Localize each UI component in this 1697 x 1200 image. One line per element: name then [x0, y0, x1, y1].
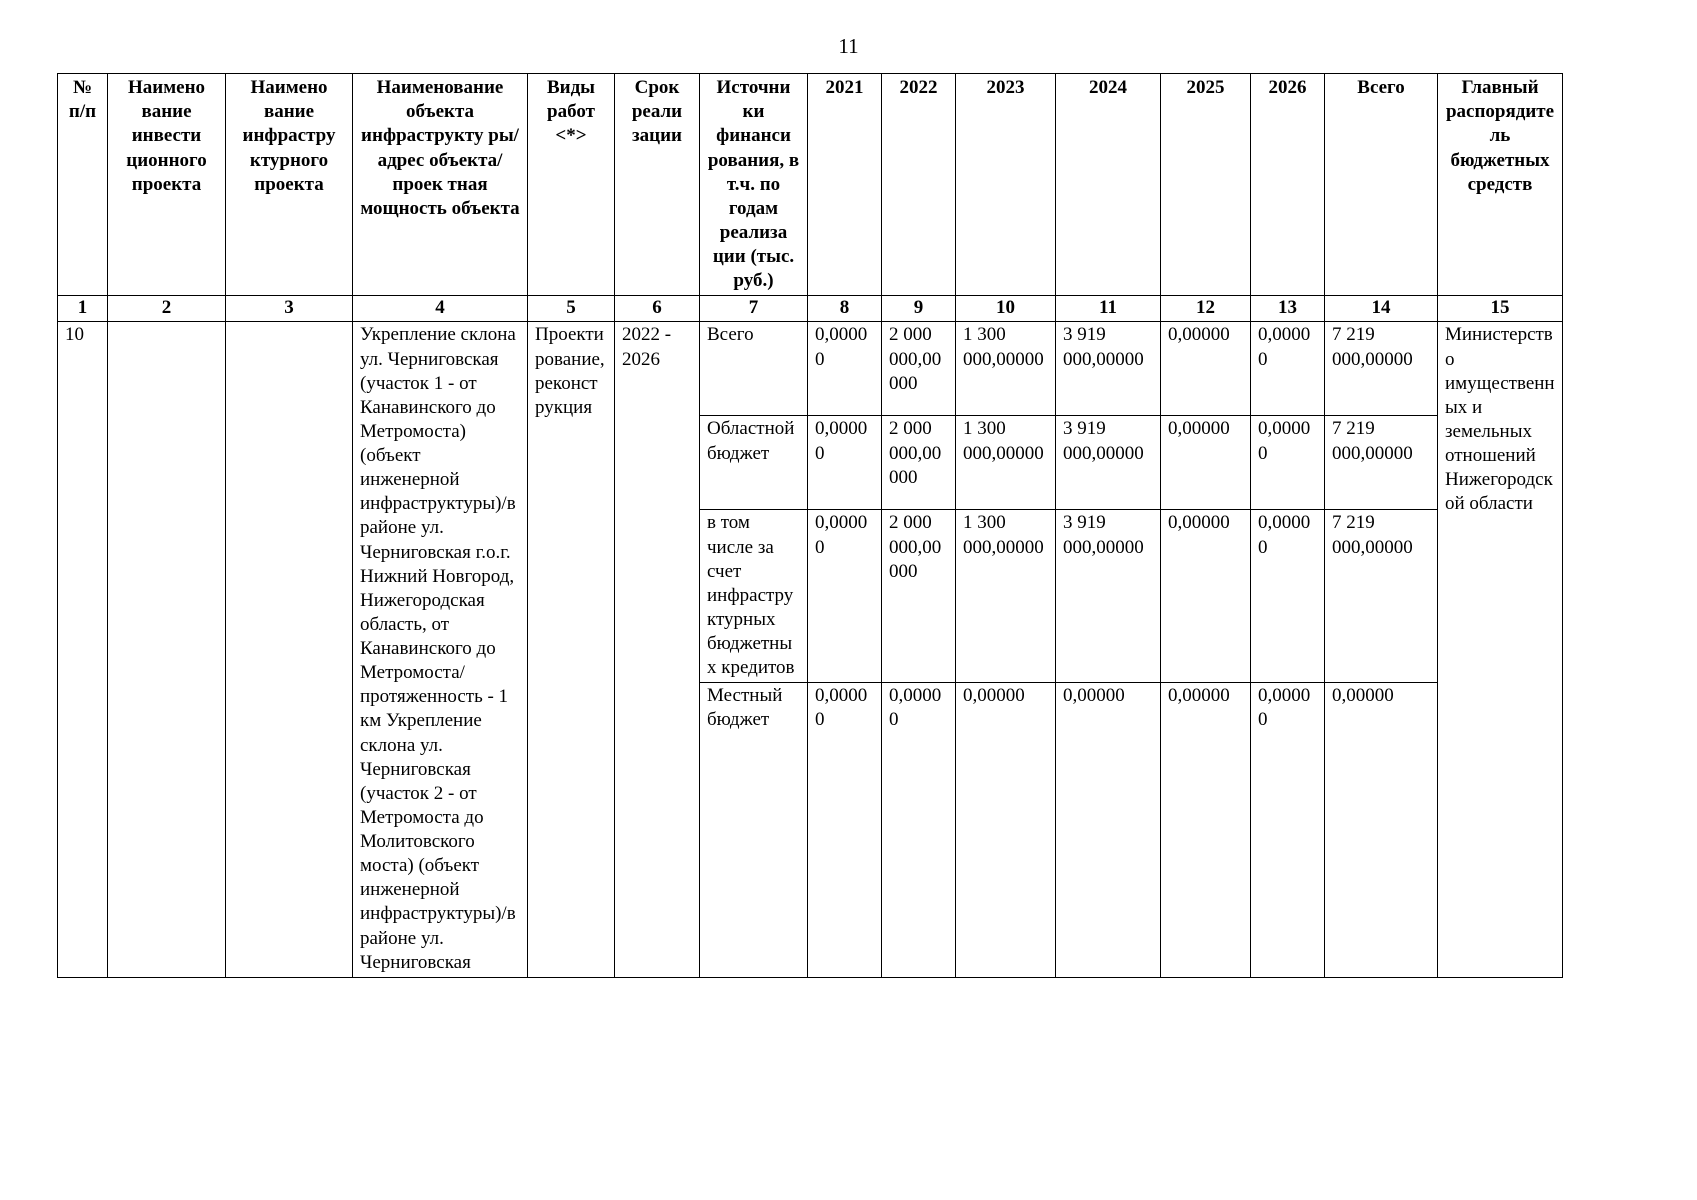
column-number-cell: 9: [881, 295, 956, 323]
header-cell-work-types: Виды работ <*>: [527, 73, 615, 297]
column-number-cell: 4: [352, 295, 528, 323]
funding-source-cell: в том числе за счет инфраструктурных бюд…: [699, 509, 808, 684]
header-cell-funding-sources: Источни ки финанси рования, в т.ч. по го…: [699, 73, 808, 297]
object-name-cell: Укрепление склона ул. Черниговская (учас…: [352, 321, 528, 978]
funding-value-cell: 0,00000: [807, 415, 882, 511]
funding-value-cell: 0,00000: [1324, 682, 1438, 978]
column-number-cell: 8: [807, 295, 882, 323]
header-row: № п/п Наимено вание инвести ционного про…: [57, 73, 1563, 297]
funding-source-cell: Всего: [699, 321, 808, 417]
column-number-cell: 13: [1250, 295, 1325, 323]
administrator-cell: Министерство имущественных и земельных о…: [1437, 321, 1563, 978]
column-number-cell: 12: [1160, 295, 1251, 323]
column-number-cell: 2: [107, 295, 226, 323]
data-row-funding-total: 10 Укрепление склона ул. Черниговская (у…: [57, 321, 1563, 978]
column-number-cell: 15: [1437, 295, 1563, 323]
funding-value-cell: 7 219 000,00000: [1324, 415, 1438, 511]
data-row-funding-oblast: Областной бюджет 0,00000 2 000 000,00000…: [58, 415, 1563, 511]
header-cell-num: № п/п: [57, 73, 108, 297]
funding-value-cell: 0,00000: [807, 509, 882, 684]
header-cell-year-2024: 2024: [1055, 73, 1161, 297]
funding-value-cell: 0,00000: [807, 321, 882, 417]
column-number-cell: 7: [699, 295, 808, 323]
investment-project-cell: [107, 321, 226, 978]
data-row-funding-infrastructure-credits: в том числе за счет инфраструктурных бюд…: [58, 509, 1563, 684]
header-cell-year-2021: 2021: [807, 73, 882, 297]
header-cell-year-2022: 2022: [881, 73, 956, 297]
header-cell-year-2026: 2026: [1250, 73, 1325, 297]
header-cell-investment-project: Наимено вание инвести ционного проекта: [107, 73, 226, 297]
column-number-row: 1 2 3 4 5 6 7 8 9 10 11 12 13 14 15: [57, 295, 1563, 323]
funding-value-cell: 0,00000: [807, 682, 882, 978]
header-cell-total: Всего: [1324, 73, 1438, 297]
column-number-cell: 1: [57, 295, 108, 323]
period-cell: 2022 - 2026: [614, 321, 700, 978]
column-number-cell: 5: [527, 295, 615, 323]
funding-value-cell: 1 300 000,00000: [955, 509, 1056, 684]
work-types-cell: Проектирование, реконструкция: [527, 321, 615, 978]
header-cell-period: Срок реали зации: [614, 73, 700, 297]
funding-value-cell: 2 000 000,00000: [881, 321, 956, 417]
column-number-cell: 11: [1055, 295, 1161, 323]
funding-source-cell: Местный бюджет: [699, 682, 808, 978]
funding-value-cell: 0,00000: [1250, 321, 1325, 417]
page-number: 11: [838, 34, 859, 58]
funding-value-cell: 0,00000: [1160, 415, 1251, 511]
header-cell-year-2023: 2023: [955, 73, 1056, 297]
funding-value-cell: 7 219 000,00000: [1324, 321, 1438, 417]
funding-value-cell: 2 000 000,00000: [881, 509, 956, 684]
funding-value-cell: 0,00000: [1160, 682, 1251, 978]
funding-value-cell: 7 219 000,00000: [1324, 509, 1438, 684]
funding-value-cell: 0,00000: [1160, 509, 1251, 684]
funding-value-cell: 3 919 000,00000: [1055, 509, 1161, 684]
funding-source-cell: Областной бюджет: [699, 415, 808, 511]
funding-value-cell: 3 919 000,00000: [1055, 415, 1161, 511]
funding-value-cell: 0,00000: [881, 682, 956, 978]
funding-value-cell: 0,00000: [1250, 509, 1325, 684]
funding-value-cell: 0,00000: [955, 682, 1056, 978]
column-number-cell: 14: [1324, 295, 1438, 323]
funding-value-cell: 0,00000: [1250, 682, 1325, 978]
column-number-cell: 10: [955, 295, 1056, 323]
investment-projects-table: № п/п Наимено вание инвести ционного про…: [57, 73, 1563, 978]
row-number-cell: 10: [57, 321, 108, 978]
column-number-cell: 3: [225, 295, 353, 323]
funding-value-cell: 3 919 000,00000: [1055, 321, 1161, 417]
funding-value-cell: 0,00000: [1250, 415, 1325, 511]
funding-value-cell: 2 000 000,00000: [881, 415, 956, 511]
header-cell-object-name: Наименование объекта инфраструкту ры/адр…: [352, 73, 528, 297]
header-cell-infrastructure-project: Наимено вание инфрастру ктурного проекта: [225, 73, 353, 297]
funding-value-cell: 1 300 000,00000: [955, 321, 1056, 417]
header-cell-administrator: Главный распорядитель бюджетных средств: [1437, 73, 1563, 297]
funding-value-cell: 0,00000: [1160, 321, 1251, 417]
header-cell-year-2025: 2025: [1160, 73, 1251, 297]
data-row-funding-local: Местный бюджет 0,00000 0,00000 0,00000 0…: [58, 682, 1563, 978]
funding-value-cell: 1 300 000,00000: [955, 415, 1056, 511]
column-number-cell: 6: [614, 295, 700, 323]
funding-value-cell: 0,00000: [1055, 682, 1161, 978]
infrastructure-project-cell: [225, 321, 353, 978]
